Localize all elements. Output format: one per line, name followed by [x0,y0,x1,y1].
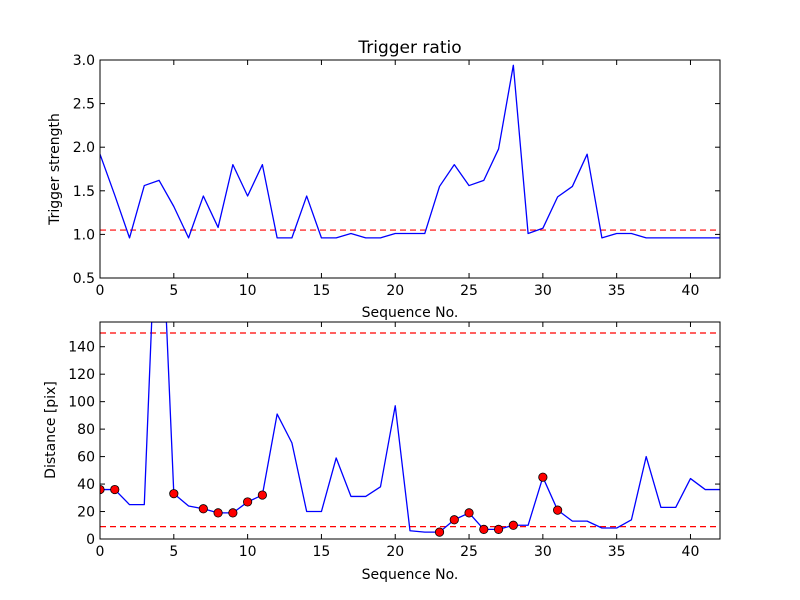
x-tick-label: 30 [534,283,552,299]
y-tick-label: 80 [77,422,95,438]
y-tick-label: 0.5 [73,271,95,287]
y-tick-label: 40 [77,477,95,493]
x-tick-label: 35 [608,283,626,299]
y-axis-label: Distance [pix] [43,381,59,479]
y-ticks: 0 20 40 60 80 100 120 140 [68,340,720,548]
x-tick-label: 10 [239,544,257,560]
chart-marks [100,322,720,537]
data-point [538,472,548,482]
series-line [100,64,720,239]
x-tick-label: 25 [460,544,478,560]
chart-marks [100,64,720,239]
data-point [257,490,267,500]
distance-chart: 0 5 10 15 20 25 30 35 40 0 20 40 60 80 100 120 140 Sequ… [43,321,721,583]
data-point [508,520,518,530]
y-tick-label: 0 [86,532,95,548]
y-tick-label: 1.5 [73,184,95,200]
data-point [228,508,238,518]
x-tick-label: 20 [386,283,404,299]
y-tick-label: 3.0 [73,53,95,69]
data-point [243,497,253,507]
y-tick-label: 20 [77,505,95,521]
y-axis-label: Trigger strength [47,113,63,226]
x-tick-label: 15 [313,283,331,299]
y-tick-label: 1.0 [73,227,95,243]
x-tick-label: 20 [386,544,404,560]
x-tick-label: 40 [682,544,700,560]
y-tick-label: 60 [77,450,95,466]
x-ticks: 0 5 10 15 20 25 30 35 40 [96,60,700,299]
x-tick-label: 30 [534,544,552,560]
data-point [434,527,445,537]
chart-title: Trigger ratio [357,38,461,58]
data-point [553,505,563,515]
x-tick-label: 0 [96,283,105,299]
x-tick-label: 25 [460,283,478,299]
trigger-ratio-chart: Trigger ratio 0 5 10 15 20 25 30 35 40 0.5 1.0 1.5… [47,38,721,321]
data-point [449,515,459,525]
plot-frame [99,59,721,279]
x-tick-label: 0 [96,544,105,560]
x-axis-label: Sequence No. [362,567,459,583]
series-line [100,322,720,533]
y-tick-label: 140 [68,340,95,356]
x-tick-label: 5 [169,283,178,299]
data-point [198,504,208,514]
x-axis-label: Sequence No. [362,305,459,321]
y-tick-label: 2.0 [73,140,95,156]
data-point [479,524,489,534]
plot-frame [99,321,721,540]
x-tick-label: 10 [239,283,257,299]
y-ticks: 0.5 1.0 1.5 2.0 2.5 3.0 [73,53,720,287]
x-tick-label: 35 [608,544,626,560]
y-tick-label: 120 [68,367,95,383]
data-point [213,508,223,518]
data-point [110,484,120,495]
x-tick-label: 15 [313,544,331,560]
data-point [464,508,474,518]
x-tick-label: 5 [169,544,178,560]
y-tick-label: 2.5 [73,97,95,113]
y-tick-label: 100 [68,395,95,411]
x-tick-label: 40 [682,283,700,299]
data-point [169,489,179,499]
data-point [493,524,504,534]
x-ticks: 0 5 10 15 20 25 30 35 40 [96,322,700,560]
